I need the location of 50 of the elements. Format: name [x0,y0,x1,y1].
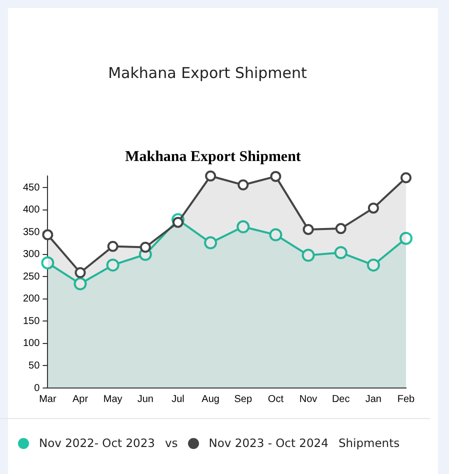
y-tick-label: 450 [22,182,40,194]
x-tick-label: Dec [332,394,350,405]
text: Shipments [338,436,400,450]
y-tick-label: 100 [22,338,40,350]
legend-label: Nov 2023 - Oct 2024 [208,436,328,450]
x-tick-label: May [103,394,122,405]
x-tick-label: Apr [72,394,89,405]
point [335,223,346,234]
text: vs [164,436,178,450]
point [238,179,249,190]
point [400,232,412,245]
x-tick-label: Mar [39,394,57,405]
point [366,258,380,272]
x-tick-label: Sep [234,394,252,405]
x-tick-label: Jun [137,394,154,405]
point [205,170,216,182]
y-tick-label: 250 [22,271,40,282]
y-tick-label: 50 [28,360,40,372]
point [172,216,184,228]
y-tick-label: 350 [22,226,40,238]
point [302,224,314,235]
x-tick-label: Feb [397,394,416,405]
y-tick-label: 150 [22,316,40,327]
point [334,246,348,260]
point [106,258,120,272]
point [204,236,218,250]
x-tick-label: Nov [299,394,318,405]
point [269,228,282,242]
point [302,248,315,262]
point [74,277,87,290]
x-tick-label: Jan [365,394,382,405]
x-tick-label: Oct [268,394,284,405]
point [74,267,86,278]
x-tick-label: Jul [172,394,184,405]
point [140,242,151,253]
legend-label: Nov 2022- Oct 2023 [39,436,155,450]
y-tick-label: 200 [22,294,40,305]
point [41,256,54,270]
y-tick-label: 0 [34,382,40,394]
y-tick-label: 400 [22,204,40,216]
point [236,220,250,234]
point [42,229,54,240]
point [107,240,118,252]
x-tick-label: Aug [202,394,220,405]
point [368,202,379,214]
y-tick-label: 300 [22,249,40,260]
point [270,170,282,182]
text: Makhana Export Shipment [107,64,308,82]
chart-title: Makhana Export Shipment [125,148,301,165]
point [400,172,412,184]
